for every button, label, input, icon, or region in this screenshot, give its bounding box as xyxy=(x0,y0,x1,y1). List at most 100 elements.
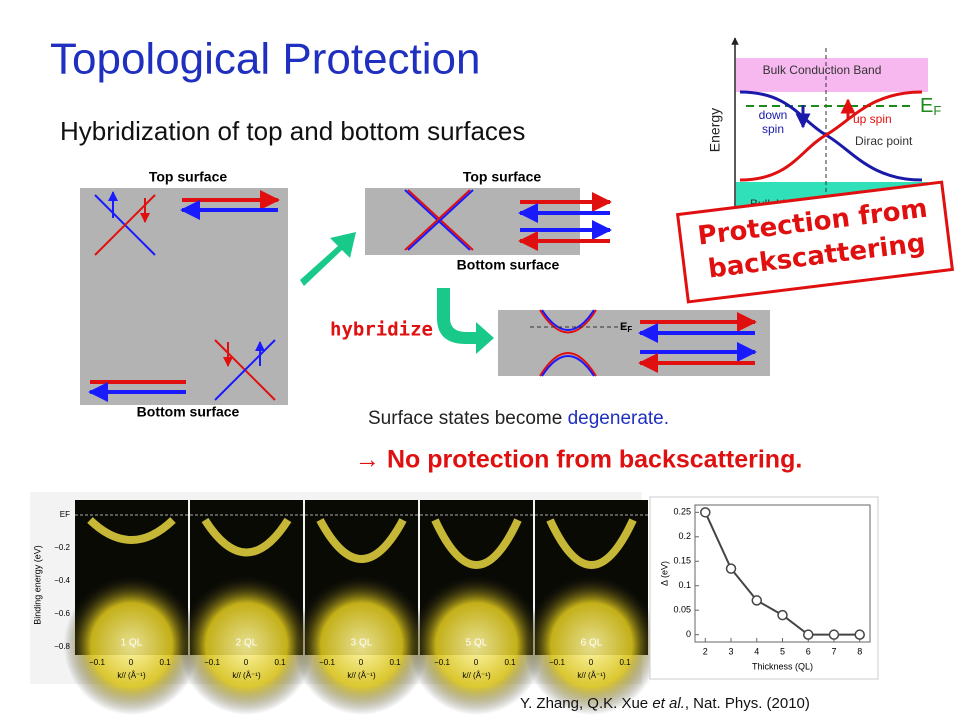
data-point xyxy=(777,609,788,621)
arpes-ytick: −0.2 xyxy=(54,543,70,552)
data-point xyxy=(700,507,711,518)
arpes-band xyxy=(546,518,637,569)
data-point xyxy=(854,629,865,640)
chart-frame xyxy=(649,496,879,680)
arpes-xtick: 0.1 xyxy=(504,658,516,667)
panel-label: 6 QL xyxy=(581,638,603,649)
arpes-band xyxy=(87,517,176,544)
x-tick-label: 8 xyxy=(857,646,862,656)
arpes-glow xyxy=(523,575,660,715)
arpes-xtick: −0.1 xyxy=(434,658,450,667)
panel-label: 1 QL xyxy=(121,638,143,649)
x-tick-label: 3 xyxy=(729,646,734,656)
surface-bands xyxy=(404,189,612,251)
band-curve xyxy=(739,90,923,182)
arpes-xlabel: k// (Å⁻¹) xyxy=(577,671,606,680)
arpes-ytick: −0.4 xyxy=(54,576,70,585)
arpes-xtick: −0.1 xyxy=(204,658,220,667)
spin-label: down xyxy=(759,108,788,122)
y-tick-label: 0.25 xyxy=(673,507,691,517)
label: Top surface xyxy=(149,169,228,185)
arpes-xtick: 0 xyxy=(474,658,479,667)
data-point xyxy=(828,629,840,640)
arpes-xtick: 0 xyxy=(589,658,594,667)
surface-bands xyxy=(88,190,280,402)
arpes-xtick: −0.1 xyxy=(89,658,105,667)
spin-label: spin xyxy=(762,122,784,136)
hybridize-label: hybridize xyxy=(330,319,433,341)
ef-label: EF xyxy=(920,95,941,118)
rest: , Nat. Phys. (2010) xyxy=(685,695,810,712)
data-point xyxy=(725,563,737,574)
data-point xyxy=(802,629,814,640)
panel-label: 3 QL xyxy=(351,638,373,649)
citation: Y. Zhang, Q.K. Xue et al., Nat. Phys. (2… xyxy=(520,695,810,712)
slab xyxy=(365,188,580,255)
x-tick-label: 6 xyxy=(806,646,811,656)
arpes-ytick: −0.8 xyxy=(54,642,70,651)
ef-sub: F xyxy=(627,325,632,334)
y-tick-label: 0.15 xyxy=(673,556,691,566)
y-axis-label: Δ (eV) xyxy=(659,561,669,586)
x-tick-label: 4 xyxy=(754,646,759,656)
ef-main: E xyxy=(920,95,933,117)
arpes-band xyxy=(316,518,407,563)
panel-label: 2 QL xyxy=(236,638,258,649)
ef-main: E xyxy=(620,321,627,333)
arpes-glow xyxy=(408,575,545,715)
conduction-band xyxy=(736,58,928,92)
arpes-glow xyxy=(63,575,200,715)
x-tick-label: 2 xyxy=(703,646,708,656)
arpes-xtick: 0.1 xyxy=(389,658,401,667)
arpes-xtick: 0 xyxy=(244,658,249,667)
stamp-box xyxy=(675,180,955,304)
arpes-ytick: −0.6 xyxy=(54,609,70,618)
slab xyxy=(498,310,770,376)
degenerate-text: Surface states become degenerate. xyxy=(368,408,669,429)
arpes-xtick: 0 xyxy=(129,658,134,667)
arrow xyxy=(437,288,494,354)
chart: 0 0.05 0.1 0.15 0.2 0.25 2 3 4 5 6 7 8 Thickness (QL)… xyxy=(659,504,871,671)
ef-sub: F xyxy=(933,103,941,118)
arpes-ytick: EF xyxy=(60,510,70,519)
slab xyxy=(80,188,288,405)
energy-label: Energy xyxy=(707,108,723,152)
data-point xyxy=(751,595,763,606)
arpes-ylabel: Binding energy (eV) xyxy=(32,545,42,625)
arpes-xtick: −0.1 xyxy=(549,658,565,667)
title: Topological Protection xyxy=(50,35,480,84)
subtitle: Hybridization of top and bottom surfaces xyxy=(60,116,525,146)
authors: Y. Zhang, Q.K. Xue xyxy=(520,695,648,712)
y-tick-label: 0.05 xyxy=(673,605,691,615)
x-tick-label: 7 xyxy=(831,646,836,656)
arpes-figure: Binding energy (eV) EF −0.2 −0.4 −0.6 −0.8 1 … xyxy=(30,492,660,715)
text: Surface states become xyxy=(368,408,562,429)
arrow xyxy=(300,232,356,286)
dirac-label: Dirac point xyxy=(855,134,913,148)
label: Top surface xyxy=(463,169,542,185)
arpes-xtick: 0.1 xyxy=(619,658,631,667)
stamp: Protection from backscattering xyxy=(675,180,955,304)
label: Bottom surface xyxy=(457,257,560,273)
spin-label: up spin xyxy=(853,112,892,126)
arpes-band xyxy=(201,517,292,557)
y-tick-label: 0 xyxy=(686,629,691,639)
etal: et al. xyxy=(652,695,685,712)
panel-label: 5 QL xyxy=(466,638,488,649)
arpes-xlabel: k// (Å⁻¹) xyxy=(347,671,376,680)
label: Bottom surface xyxy=(137,404,240,420)
y-tick-label: 0.2 xyxy=(678,531,691,541)
arpes-xtick: −0.1 xyxy=(319,658,335,667)
x-tick-label: 5 xyxy=(780,646,785,656)
arpes-glow xyxy=(178,575,315,715)
arpes-xlabel: k// (Å⁻¹) xyxy=(462,671,491,680)
arpes-xlabel: k// (Å⁻¹) xyxy=(117,671,146,680)
arpes-glow xyxy=(293,575,430,715)
arpes-band xyxy=(431,518,522,569)
arpes-xtick: 0 xyxy=(359,658,364,667)
ef-label: EF xyxy=(620,321,632,334)
no-protection: → No protection from backscattering. xyxy=(355,446,802,474)
gapped-bands xyxy=(530,309,757,377)
arpes-xtick: 0.1 xyxy=(159,658,171,667)
